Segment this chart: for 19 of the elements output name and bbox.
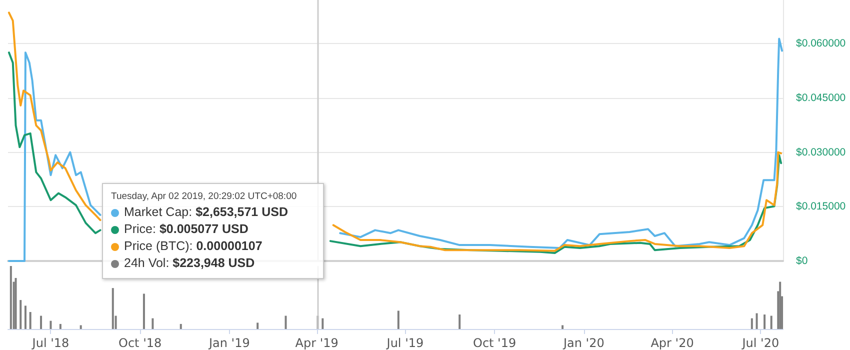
annotation: Market Cap: $2,653,571 USD <box>124 205 288 219</box>
x-tick-label: Jul '18 <box>31 336 70 350</box>
x-tick-label: Oct '19 <box>472 336 516 350</box>
x-tick-label: Jul '20 <box>741 336 780 350</box>
annotation: Tuesday, Apr 02 2019, 20:29:02 UTC+08:00 <box>111 190 298 204</box>
x-tick-label: Apr '19 <box>295 336 338 350</box>
y-tick-label: $0.060000 <box>796 38 846 50</box>
x-tick-label: Jan '20 <box>562 336 604 350</box>
annotation: Price: $0.005077 USD <box>124 222 248 236</box>
x-tick-label: Jul '19 <box>386 336 424 350</box>
x-tick-label: Apr '20 <box>650 336 694 350</box>
annotation: 24h Vol: $223,948 USD <box>124 256 255 270</box>
y-tick-label: $0.015000 <box>796 200 846 213</box>
x-tick-label: Oct '18 <box>118 336 162 350</box>
x-tick-label: Jan '19 <box>208 336 250 350</box>
y-tick-label: $0 <box>796 255 808 267</box>
y-tick-label: $0.045000 <box>796 92 846 104</box>
annotation: Price (BTC): 0.00000107 <box>124 239 262 253</box>
y-tick-label: $0.030000 <box>796 146 846 158</box>
